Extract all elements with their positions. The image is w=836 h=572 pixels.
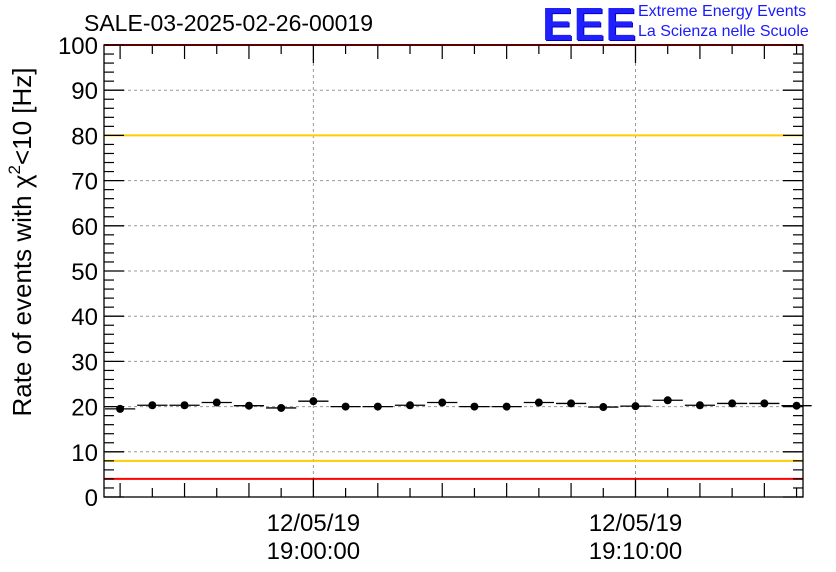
data-point <box>341 402 350 411</box>
y-tick-label: 10 <box>71 440 98 467</box>
plot-frame <box>103 44 804 498</box>
x-tick-time-label: 19:10:00 <box>589 538 682 565</box>
x-tick-time-label: 19:00:00 <box>267 538 360 565</box>
x-tick-date-label: 12/05/19 <box>589 510 682 537</box>
chart-title: SALE-03-2025-02-26-00019 <box>84 10 373 36</box>
y-tick-label: 0 <box>85 485 98 512</box>
data-point <box>695 401 704 410</box>
data-point <box>277 403 286 412</box>
data-point <box>567 399 576 408</box>
y-tick-label: 100 <box>58 33 98 60</box>
data-point <box>438 398 447 407</box>
data-point <box>148 401 157 410</box>
y-tick-label: 60 <box>71 214 98 241</box>
data-point <box>599 403 608 412</box>
eee-logo: EEE <box>542 0 638 50</box>
data-point <box>406 401 415 410</box>
data-point <box>470 402 479 411</box>
data-point <box>212 398 221 407</box>
y-tick-label: 30 <box>71 349 98 376</box>
x-tick-date-label: 12/05/19 <box>267 510 360 537</box>
y-tick-label: 40 <box>71 304 98 331</box>
data-points <box>105 396 812 413</box>
data-point <box>309 397 318 406</box>
data-point <box>116 404 125 413</box>
y-tick-label: 20 <box>71 395 98 422</box>
data-point <box>663 396 672 405</box>
y-tick-label: 50 <box>71 259 98 286</box>
grid-lines <box>104 45 803 497</box>
reference-lines <box>104 44 803 480</box>
y-label-superscript: 2 <box>5 165 24 174</box>
y-tick-label: 70 <box>71 169 98 196</box>
y-label-main: Rate of events with χ <box>7 174 37 416</box>
y-tick-label: 90 <box>71 78 98 105</box>
y-axis-label: Rate of events with χ2<10 [Hz] <box>5 67 37 416</box>
logo-subtitle-line2: La Scienza nelle Scuole <box>638 23 809 40</box>
data-point <box>244 401 253 410</box>
y-tick-label: 80 <box>71 123 98 150</box>
data-point <box>534 398 543 407</box>
logo-subtitle-line1: Extreme Energy Events <box>638 3 807 20</box>
axis-tick-labels: 010203040506070809010012/05/1919:00:0012… <box>58 33 682 565</box>
data-point <box>792 401 801 410</box>
data-point <box>631 402 640 411</box>
y-label-tail: <10 [Hz] <box>7 67 37 165</box>
data-point <box>180 401 189 410</box>
data-point <box>502 402 511 411</box>
data-point <box>373 402 382 411</box>
data-point <box>760 399 769 408</box>
data-point <box>728 399 737 408</box>
